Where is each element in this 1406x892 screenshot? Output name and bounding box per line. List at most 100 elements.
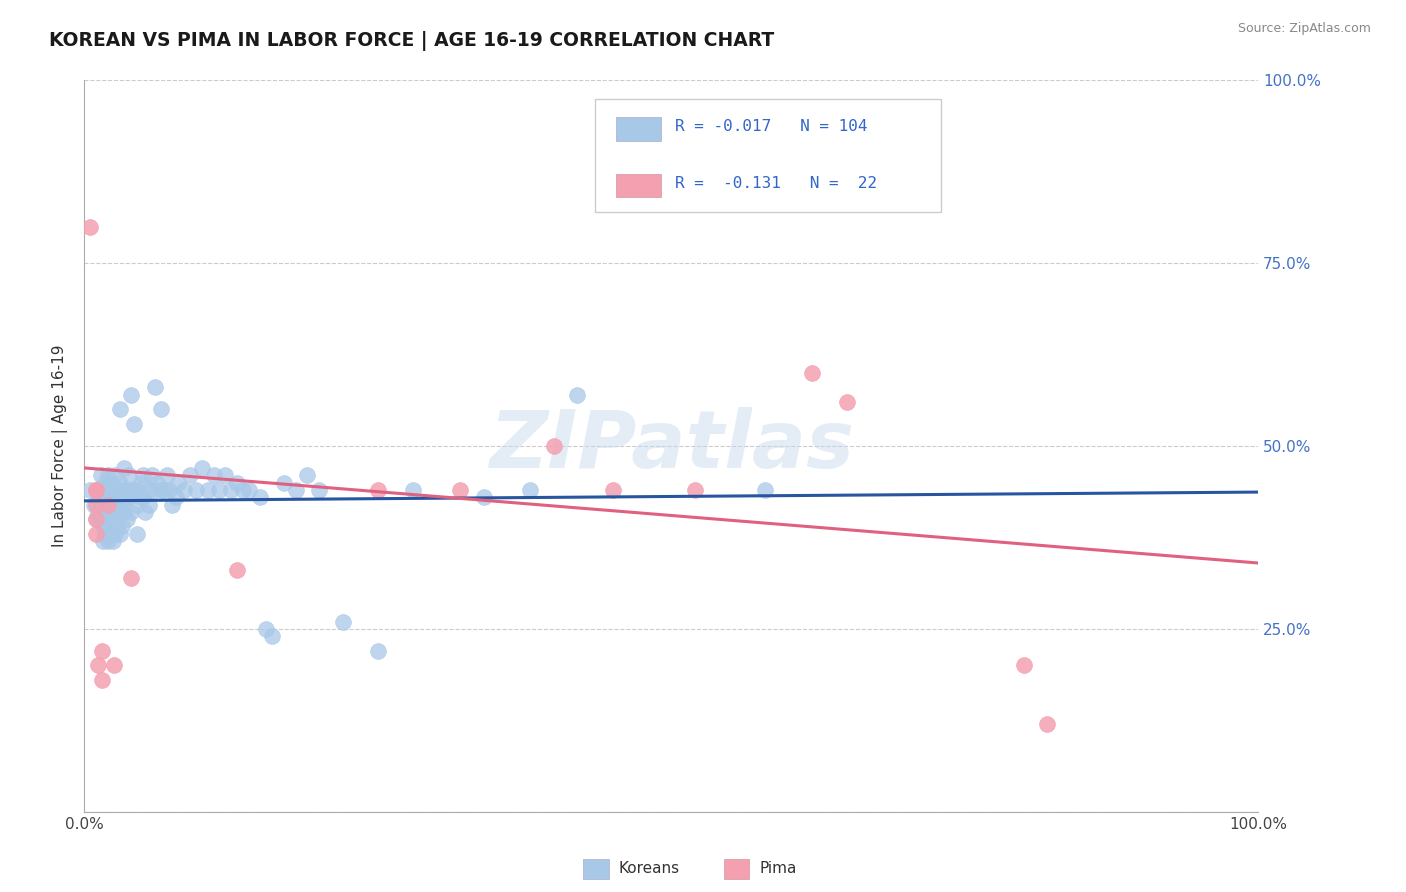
Point [103,658,125,673]
Point [84,483,107,497]
Point [120,483,142,497]
Point [197,483,219,497]
Point [141,468,163,483]
Point [226,563,249,577]
Point [84,526,107,541]
Point [101,512,124,526]
Point [108,490,131,504]
Point [165,490,187,504]
Point [84,512,107,526]
Point [284,483,307,497]
Point [108,505,131,519]
Point [97,519,120,533]
Point [105,483,128,497]
Point [91,483,114,497]
Point [94,475,117,490]
Point [97,498,120,512]
Point [87,658,110,673]
Point [173,483,195,497]
Point [91,673,114,687]
Point [138,498,160,512]
Point [167,475,190,490]
FancyBboxPatch shape [616,174,661,197]
Point [127,498,149,512]
Point [472,490,495,504]
Point [104,526,127,541]
Point [91,534,114,549]
Point [157,483,180,497]
Point [91,644,114,658]
Point [132,468,155,483]
Point [112,461,135,475]
Point [97,498,120,512]
Point [94,526,117,541]
Point [149,402,172,417]
Point [143,483,166,497]
Point [111,519,134,533]
Point [122,483,145,497]
FancyBboxPatch shape [616,117,661,141]
Point [297,468,319,483]
Point [162,498,184,512]
Point [127,526,149,541]
Point [112,483,135,497]
Point [84,498,107,512]
Point [367,483,389,497]
Point [84,512,107,526]
Point [238,483,260,497]
Point [101,498,124,512]
Point [262,629,284,643]
Text: Koreans: Koreans [619,862,679,876]
Point [1012,658,1035,673]
Point [79,483,101,497]
Point [129,475,152,490]
Point [98,475,121,490]
Point [129,490,152,504]
Point [208,483,231,497]
Point [153,483,176,497]
Point [232,483,254,497]
Point [118,468,141,483]
Point [84,483,107,497]
Point [567,388,589,402]
Point [98,526,121,541]
Y-axis label: In Labor Force | Age 16-19: In Labor Force | Age 16-19 [52,344,69,548]
Point [214,468,236,483]
Point [90,468,112,483]
Point [97,483,120,497]
Point [98,490,121,504]
Point [83,498,105,512]
Point [112,505,135,519]
Point [91,498,114,512]
Point [219,483,242,497]
Point [94,505,117,519]
Point [90,490,112,504]
Point [104,505,127,519]
Point [111,483,134,497]
Point [754,483,776,497]
Point [146,475,169,490]
Text: Pima: Pima [759,862,797,876]
Point [87,490,110,504]
Point [132,490,155,504]
Point [202,468,225,483]
Text: R =  -0.131   N =  22: R = -0.131 N = 22 [675,176,877,191]
Point [108,526,131,541]
Point [519,483,541,497]
FancyBboxPatch shape [595,99,942,212]
Point [101,483,124,497]
Point [155,468,177,483]
Point [115,512,138,526]
Point [602,483,624,497]
Point [87,505,110,519]
Point [115,490,138,504]
Point [226,475,249,490]
Point [801,366,824,380]
Point [118,490,141,504]
Point [402,483,425,497]
Point [837,395,859,409]
Point [449,483,471,497]
Point [97,534,120,549]
Point [543,439,565,453]
Point [249,490,271,504]
